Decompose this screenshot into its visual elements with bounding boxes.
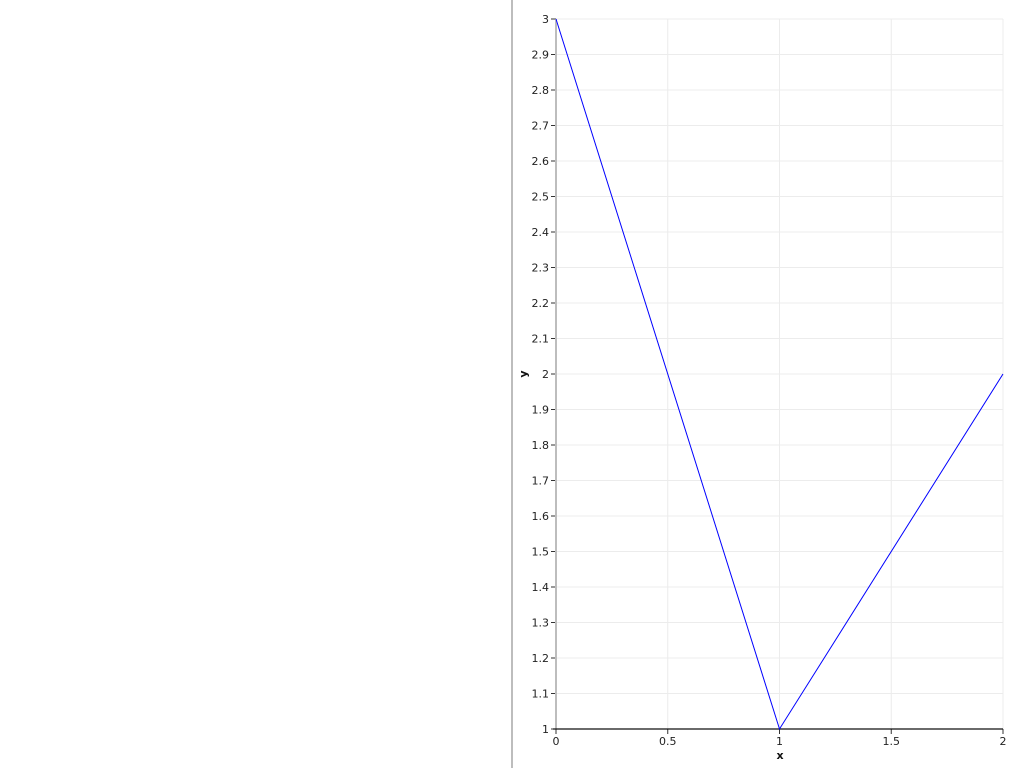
y-tick-label: 1.1 bbox=[532, 688, 550, 701]
y-tick-label: 1.7 bbox=[532, 475, 550, 488]
y-tick-label: 2.9 bbox=[532, 49, 550, 62]
series-layer bbox=[555, 18, 1004, 731]
y-tick-label: 2.2 bbox=[532, 297, 550, 310]
y-tick-label: 3 bbox=[542, 13, 549, 26]
y-tick-label: 2.5 bbox=[532, 191, 550, 204]
series-line bbox=[555, 18, 1004, 731]
y-tick-label: 1 bbox=[542, 723, 549, 736]
y-tick-label: 2.8 bbox=[532, 84, 550, 97]
y-tick-label: 2.3 bbox=[532, 262, 550, 275]
y-tick-label: 1.8 bbox=[532, 439, 550, 452]
axes: 1 1.1 1.2 1.3 1.4 1.5 1.6 1.7 1.8 1.9 2 2.1 2.2 2.3 2.… bbox=[532, 13, 1007, 748]
x-tick-label: 2 bbox=[1000, 735, 1007, 748]
y-tick-label: 1.2 bbox=[532, 652, 550, 665]
y-tick-label: 2.1 bbox=[532, 333, 550, 346]
y-tick-label: 2.6 bbox=[532, 155, 550, 168]
pane-splitter[interactable] bbox=[511, 0, 513, 768]
y-tick-label: 1.3 bbox=[532, 617, 550, 630]
y-tick-label: 2.7 bbox=[532, 120, 550, 133]
y-tick-label: 1.6 bbox=[532, 510, 550, 523]
y-tick-label: 2 bbox=[542, 368, 549, 381]
x-tick-label: 1.5 bbox=[883, 735, 901, 748]
y-tick-label: 1.4 bbox=[532, 581, 550, 594]
x-axis-title: x bbox=[776, 749, 783, 762]
empty-view-pane bbox=[0, 0, 511, 768]
grid bbox=[555, 18, 1004, 730]
y-tick-label: 1.5 bbox=[532, 546, 550, 559]
y-axis-title: y bbox=[517, 370, 530, 377]
y-tick-label: 2.4 bbox=[532, 226, 550, 239]
x-tick-label: 1 bbox=[776, 735, 783, 748]
y-tick-label: 1.9 bbox=[532, 404, 550, 417]
x-tick-label: 0 bbox=[553, 735, 560, 748]
x-tick-label: 0.5 bbox=[659, 735, 677, 748]
